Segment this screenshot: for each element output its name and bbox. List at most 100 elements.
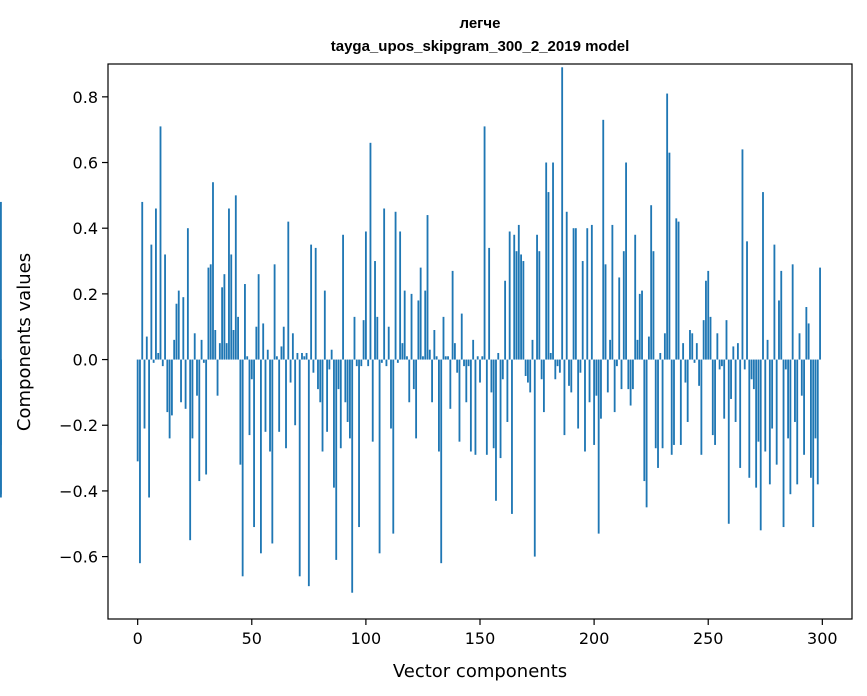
- bar: [714, 359, 716, 445]
- bar: [385, 359, 388, 367]
- bar: [435, 356, 438, 360]
- bar: [689, 330, 691, 360]
- bar: [533, 359, 536, 557]
- bar: [136, 359, 139, 462]
- bar: [333, 359, 335, 488]
- bar: [337, 359, 340, 390]
- bar: [711, 359, 714, 436]
- bar: [805, 307, 808, 360]
- bar: [695, 343, 698, 360]
- y-tick-label: −0.6: [59, 548, 98, 567]
- bar: [558, 359, 561, 373]
- bar: [807, 323, 810, 360]
- bar: [353, 316, 356, 360]
- bar: [314, 247, 317, 360]
- x-tick-label: 50: [242, 629, 262, 648]
- bar: [344, 359, 347, 403]
- bar: [0, 359, 2, 445]
- bar: [625, 162, 627, 360]
- bar: [600, 359, 602, 419]
- bar: [271, 359, 274, 544]
- bar: [782, 359, 785, 528]
- x-tick-label: 250: [693, 629, 724, 648]
- bar: [232, 330, 235, 360]
- x-axis-ticks: 0 50 100 150 200 250 300: [133, 619, 838, 648]
- bar: [289, 359, 292, 383]
- bar: [177, 290, 180, 360]
- bar: [369, 142, 372, 360]
- bar: [266, 349, 269, 360]
- bar: [474, 359, 477, 455]
- bar: [632, 359, 634, 390]
- bar: [453, 343, 456, 360]
- bar: [661, 359, 664, 449]
- bar: [403, 290, 406, 360]
- bar: [141, 201, 144, 360]
- bar: [520, 254, 522, 360]
- y-tick-label: 0.2: [73, 285, 98, 304]
- bar: [342, 234, 344, 360]
- bar: [415, 359, 418, 439]
- bar: [723, 359, 726, 419]
- bar: [529, 359, 532, 393]
- bar: [819, 267, 821, 360]
- bar: [798, 333, 801, 360]
- bar: [148, 359, 150, 498]
- bar: [570, 359, 573, 393]
- bar: [481, 356, 484, 360]
- bar: [638, 293, 641, 360]
- bar: [239, 359, 242, 465]
- bar: [296, 352, 299, 360]
- bar: [618, 277, 621, 360]
- bar: [282, 326, 285, 360]
- bar: [789, 359, 792, 495]
- bar: [816, 359, 819, 485]
- bar: [778, 300, 780, 360]
- bar: [152, 359, 155, 363]
- bar: [476, 356, 479, 360]
- bar: [709, 316, 712, 360]
- bar: [426, 215, 429, 360]
- bar: [472, 339, 475, 360]
- bar: [307, 359, 310, 587]
- bar: [627, 359, 630, 390]
- bar: [465, 359, 468, 403]
- bar: [483, 126, 486, 360]
- bar: [467, 359, 470, 367]
- bar: [273, 264, 276, 360]
- bar: [693, 359, 696, 363]
- bar: [636, 339, 639, 360]
- bar: [522, 261, 525, 360]
- bar: [0, 201, 2, 360]
- bar: [367, 359, 370, 367]
- bar: [707, 270, 710, 360]
- bar: [422, 356, 424, 360]
- bar: [230, 254, 233, 360]
- bar: [355, 359, 358, 367]
- chart-title: легче: [460, 15, 501, 32]
- bar: [721, 359, 723, 367]
- x-tick-label: 100: [351, 629, 382, 648]
- bar: [419, 267, 422, 360]
- bar: [668, 152, 671, 360]
- bar: [686, 359, 689, 422]
- bar: [705, 280, 707, 360]
- bar: [736, 343, 739, 360]
- bar: [349, 359, 351, 439]
- bar: [485, 359, 488, 455]
- bar: [488, 247, 491, 360]
- chart-subtitle: tayga_upos_skipgram_300_2_2019 model: [331, 38, 630, 55]
- bar: [145, 336, 148, 360]
- bar: [700, 359, 703, 455]
- bar: [577, 359, 580, 429]
- bar: [716, 333, 719, 360]
- bar: [659, 352, 662, 360]
- bar: [399, 231, 402, 360]
- bar: [253, 359, 255, 528]
- bar: [442, 316, 445, 360]
- bar: [775, 359, 778, 465]
- bar: [387, 326, 390, 360]
- bar: [291, 333, 294, 360]
- bar: [647, 336, 650, 360]
- bar: [561, 67, 564, 360]
